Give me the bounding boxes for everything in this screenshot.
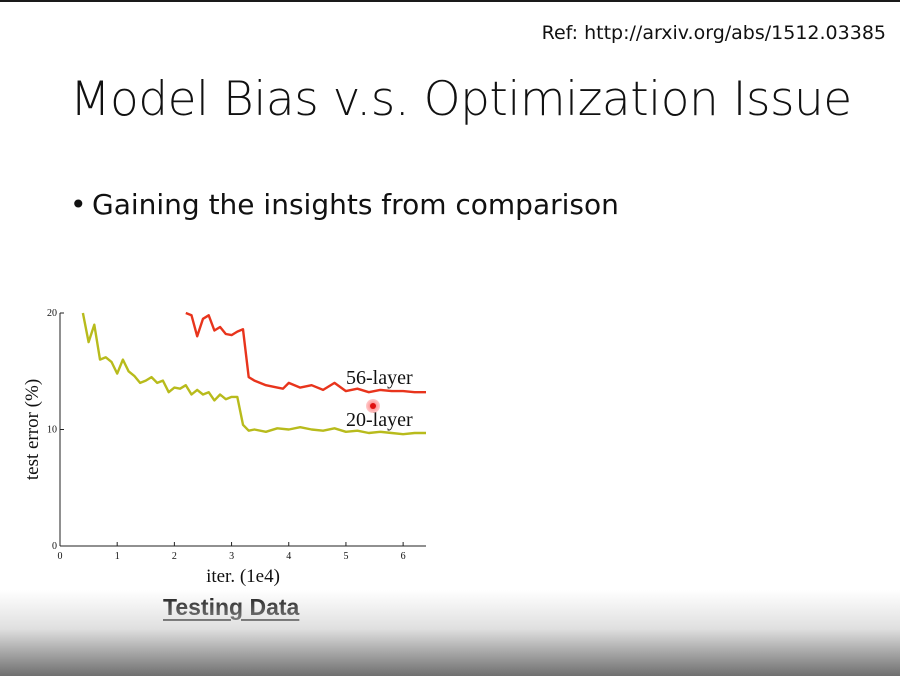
test-error-chart: 0 1 2 3 4 5 6 0 10 20 iter. (1e4) test error (%) 56-… <box>22 308 426 587</box>
x-tick-label: 1 <box>115 551 120 562</box>
bottom-shadow <box>0 590 900 676</box>
x-tick-label: 3 <box>229 551 234 562</box>
series-line-20-layer <box>81 312 426 436</box>
slide-title: Model Bias v.s. Optimization Issue <box>70 72 852 127</box>
chart-caption: Testing Data <box>163 594 300 620</box>
series-label-20-layer: 20-layer <box>346 409 413 431</box>
top-border <box>0 0 900 2</box>
bullet-text: Gaining the insights from comparison <box>92 188 619 221</box>
x-tick-label: 0 <box>58 551 63 562</box>
reference-link[interactable]: Ref: http://arxiv.org/abs/1512.03385 <box>541 22 886 44</box>
y-tick-label: 10 <box>47 425 57 436</box>
y-tick-label: 20 <box>47 308 57 319</box>
x-tick-label: 5 <box>343 551 348 562</box>
x-axis-label: iter. (1e4) <box>206 566 280 587</box>
series-line-56-layer <box>185 311 426 394</box>
bullet-dot-icon: • <box>70 188 87 221</box>
bullet-item: • Gaining the insights from comparison <box>70 188 619 221</box>
x-tick-label: 4 <box>286 551 291 562</box>
cursor-pointer-icon <box>366 399 380 413</box>
y-tick-label: 0 <box>52 541 57 552</box>
x-tick-label: 6 <box>401 551 406 562</box>
y-axis-label: test error (%) <box>22 379 43 480</box>
x-tick-label: 2 <box>172 551 177 562</box>
series-label-56-layer: 56-layer <box>346 367 413 389</box>
